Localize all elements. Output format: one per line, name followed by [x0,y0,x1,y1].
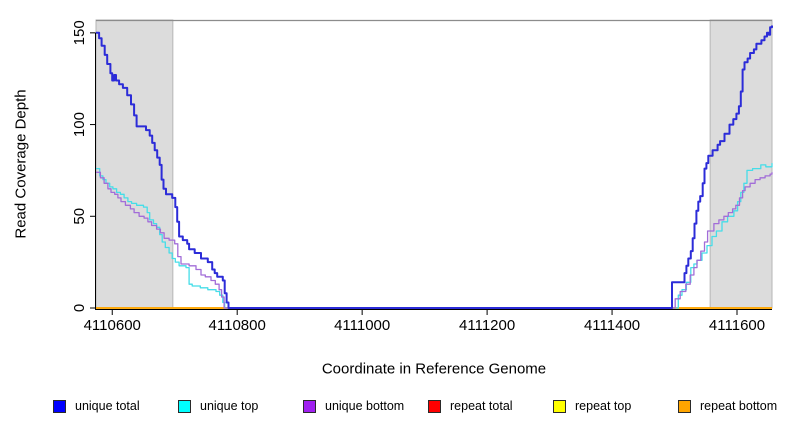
legend-label: unique bottom [325,399,405,413]
legend-label: unique total [75,399,140,413]
legend-swatch-unique-top [178,399,191,413]
y-tick-label: 150 [71,20,88,45]
legend-swatch-unique-bottom [303,399,316,413]
x-tick-label: 4111600 [709,317,765,334]
x-tick-label: 4110800 [209,317,266,334]
legend-item-repeat-bottom: repeat bottom [678,398,777,414]
x-tick-label: 4111200 [459,317,515,334]
y-tick-label: 100 [71,112,88,137]
legend-swatch-repeat-total [428,399,441,413]
x-tick-label: 4111400 [584,317,640,334]
legend-label: unique top [200,399,259,413]
y-tick-label: 0 [71,304,88,312]
series-unique-top [96,163,773,309]
legend-swatch-unique-total [53,399,66,413]
legend-item-unique-bottom: unique bottom [303,398,404,414]
series-unique-total [96,25,773,309]
legend-item-unique-total: unique total [53,398,140,414]
legend-item-repeat-total: repeat total [428,398,513,414]
x-tick-label: 4111000 [334,317,390,334]
legend-label: repeat total [450,399,513,413]
legend-swatch-repeat-top [553,399,566,413]
x-axis-title: Coordinate in Reference Genome [321,360,547,378]
legend-item-repeat-top: repeat top [553,398,631,414]
legend: unique total unique top unique bottom repea… [0,398,792,418]
y-axis-title: Read Coverage Depth [12,89,30,239]
y-tick-label: 50 [71,208,88,225]
legend-swatch-repeat-bottom [678,399,691,413]
legend-label: repeat bottom [700,399,778,413]
x-tick-label: 4110600 [84,317,141,334]
legend-label: repeat top [575,399,632,413]
series-unique-bottom [96,171,773,309]
legend-item-unique-top: unique top [178,398,258,414]
shaded-region [709,19,773,309]
